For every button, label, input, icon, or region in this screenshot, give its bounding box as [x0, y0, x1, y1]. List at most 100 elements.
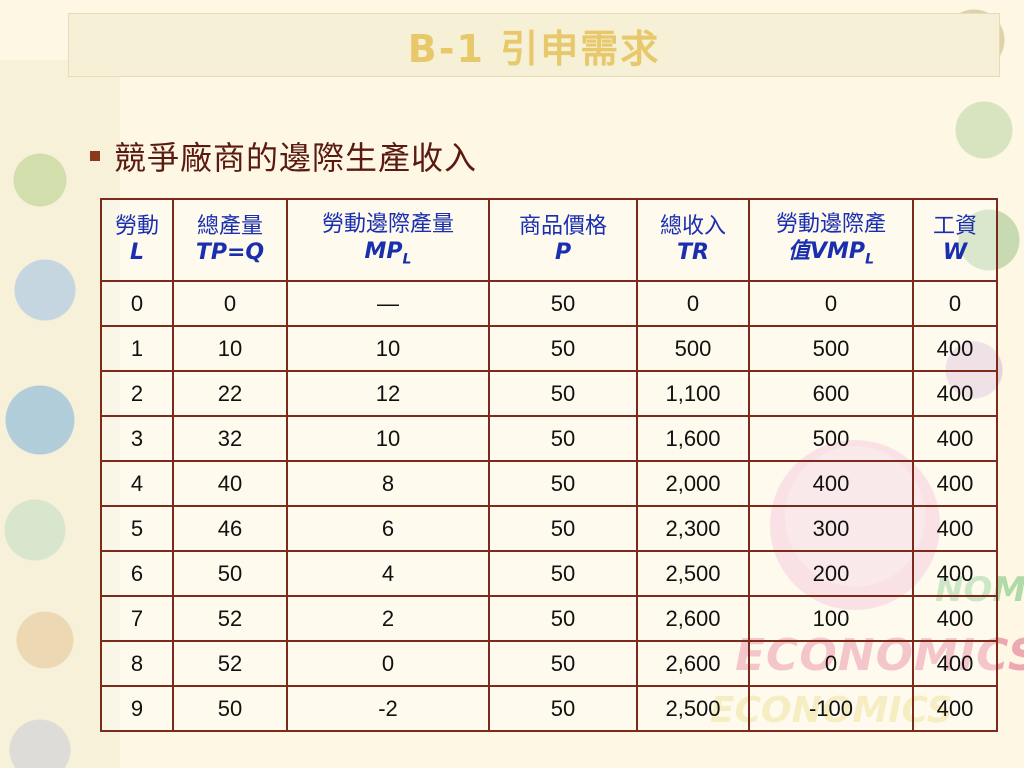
table-cell: 2 — [100, 370, 174, 417]
table-cell: 100 — [748, 595, 914, 642]
column-header: 勞動邊際產 值VMPL — [748, 198, 914, 282]
column-header-zh: 總收入 — [659, 213, 726, 239]
table-cell: 50 — [488, 685, 638, 732]
table-cell: 5 — [100, 505, 174, 552]
column-header-zh: 勞動邊際產 — [775, 212, 886, 238]
column-header: 總產量 TP=Q — [172, 198, 288, 282]
column-header-en: 值VMPL — [788, 238, 874, 267]
table-cell: 7 — [100, 595, 174, 642]
revenue-product-table: 勞動 L 總產量 TP=Q 勞動邊際產量 MPL 商品價格 P 總收入 TR 勞動邊際產 值VMPL 工… — [100, 198, 998, 732]
table-cell: 50 — [488, 595, 638, 642]
table-cell: 400 — [912, 325, 998, 372]
table-row: 5 46 6 50 2,300 300 400 — [100, 505, 998, 552]
table-row: 6 50 4 50 2,500 200 400 — [100, 550, 998, 597]
table-cell: 6 — [100, 550, 174, 597]
column-header: 勞動邊際產量 MPL — [286, 198, 490, 282]
column-header-en: MPL — [364, 238, 412, 267]
table-row: 9 50 -2 50 2,500 -100 400 — [100, 685, 998, 732]
slide-subtitle: 競爭廠商的邊際生產收入 — [114, 139, 478, 177]
table-cell: 2 — [286, 595, 490, 642]
table-cell: 50 — [488, 325, 638, 372]
table-cell: 3 — [100, 415, 174, 462]
table-cell: 22 — [172, 370, 288, 417]
column-header-en: TR — [677, 240, 709, 265]
table-cell: 10 — [286, 325, 490, 372]
bullet-line: 競爭廠商的邊際生產收入 — [90, 133, 477, 179]
table-cell: 50 — [172, 550, 288, 597]
table-cell: 0 — [748, 280, 914, 327]
table-cell: 400 — [912, 460, 998, 507]
table-cell: 50 — [488, 280, 638, 327]
column-header-zh: 總產量 — [196, 213, 263, 239]
table-cell: 1 — [100, 325, 174, 372]
table-cell: 2,500 — [636, 550, 750, 597]
table-cell: 2,000 — [636, 460, 750, 507]
table-cell: 40 — [172, 460, 288, 507]
column-header-en: TP=Q — [195, 240, 265, 265]
table-row: 4 40 8 50 2,000 400 400 — [100, 460, 998, 507]
table-cell: 6 — [286, 505, 490, 552]
table-cell: 400 — [912, 505, 998, 552]
table-cell: 500 — [636, 325, 750, 372]
table-cell: 2,600 — [636, 640, 750, 687]
table-cell: 0 — [636, 280, 750, 327]
table-row: 7 52 2 50 2,600 100 400 — [100, 595, 998, 642]
table-cell: 9 — [100, 685, 174, 732]
column-header-zh: 工資 — [932, 213, 977, 239]
table-cell: 400 — [912, 550, 998, 597]
table-cell: 500 — [748, 415, 914, 462]
table-cell: 400 — [912, 595, 998, 642]
table-cell: -100 — [748, 685, 914, 732]
table-row: 0 0—50 0 0 0 — [100, 280, 998, 327]
table-cell: 8 — [286, 460, 490, 507]
table-cell: 400 — [912, 640, 998, 687]
table-row: 3 32 10 50 1,600 500 400 — [100, 415, 998, 462]
table-row: 1 10 10 50 500 500 400 — [100, 325, 998, 372]
table-cell: 50 — [488, 505, 638, 552]
table-body: 0 0—50 0 0 0 1 10 10 50 500 500 400 2 22 12 50 1,100 600 4… — [100, 280, 998, 732]
table-cell: 1,600 — [636, 415, 750, 462]
table-cell: 400 — [912, 685, 998, 732]
column-header-en: W — [942, 240, 968, 265]
column-header-zh: 勞動 — [114, 213, 159, 239]
slide-title: B-1 引申需求 — [407, 26, 661, 71]
table-cell: 4 — [286, 550, 490, 597]
column-header-en: P — [554, 240, 572, 265]
table-cell: 0 — [748, 640, 914, 687]
table-cell: 600 — [748, 370, 914, 417]
column-header-zh: 商品價格 — [518, 213, 607, 239]
table-cell: 10 — [286, 415, 490, 462]
table-cell: 8 — [100, 640, 174, 687]
column-header: 勞動 L — [100, 198, 174, 282]
column-header-zh: 勞動邊際產量 — [321, 212, 454, 238]
table-cell: 300 — [748, 505, 914, 552]
table-cell: 32 — [172, 415, 288, 462]
table-cell: 0 — [912, 280, 998, 327]
table-cell: 0 — [100, 280, 174, 327]
column-header-subscript: L — [402, 250, 412, 267]
table-cell: 400 — [748, 460, 914, 507]
column-header-subscript: L — [865, 250, 874, 267]
table-header-row: 勞動 L 總產量 TP=Q 勞動邊際產量 MPL 商品價格 P 總收入 TR 勞動邊際產 值VMPL 工… — [100, 198, 998, 282]
table-cell: 50 — [172, 685, 288, 732]
table-cell: 50 — [488, 550, 638, 597]
table-cell: 2,500 — [636, 685, 750, 732]
table-cell: -2 — [286, 685, 490, 732]
table-cell: 52 — [172, 595, 288, 642]
table-row: 2 22 12 50 1,100 600 400 — [100, 370, 998, 417]
table-cell: 2,300 — [636, 505, 750, 552]
table-row: 8 52 0 50 2,600 0 400 — [100, 640, 998, 687]
table-cell: 1,100 — [636, 370, 750, 417]
column-header: 商品價格 P — [488, 198, 638, 282]
table-cell: 200 — [748, 550, 914, 597]
table-cell: 50 — [488, 370, 638, 417]
column-header: 工資 W — [912, 198, 998, 282]
title-bar: B-1 引申需求 — [68, 13, 1000, 77]
table-cell: 400 — [912, 370, 998, 417]
square-bullet-icon — [90, 151, 100, 161]
table-cell: 10 — [172, 325, 288, 372]
column-header-en: L — [129, 240, 145, 265]
table-cell: 4 — [100, 460, 174, 507]
column-header: 總收入 TR — [636, 198, 750, 282]
table-cell: 0 — [172, 280, 288, 327]
